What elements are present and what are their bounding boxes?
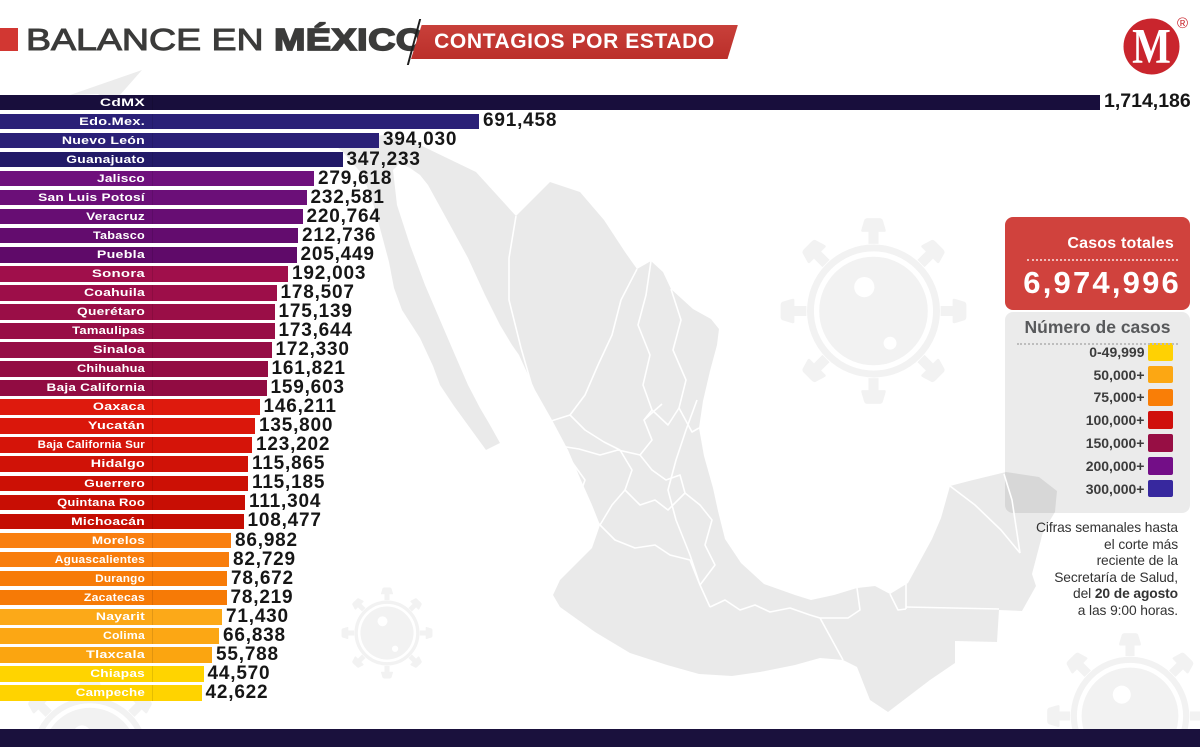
svg-text:®: ® xyxy=(1177,15,1188,32)
svg-text:M: M xyxy=(1132,18,1171,74)
